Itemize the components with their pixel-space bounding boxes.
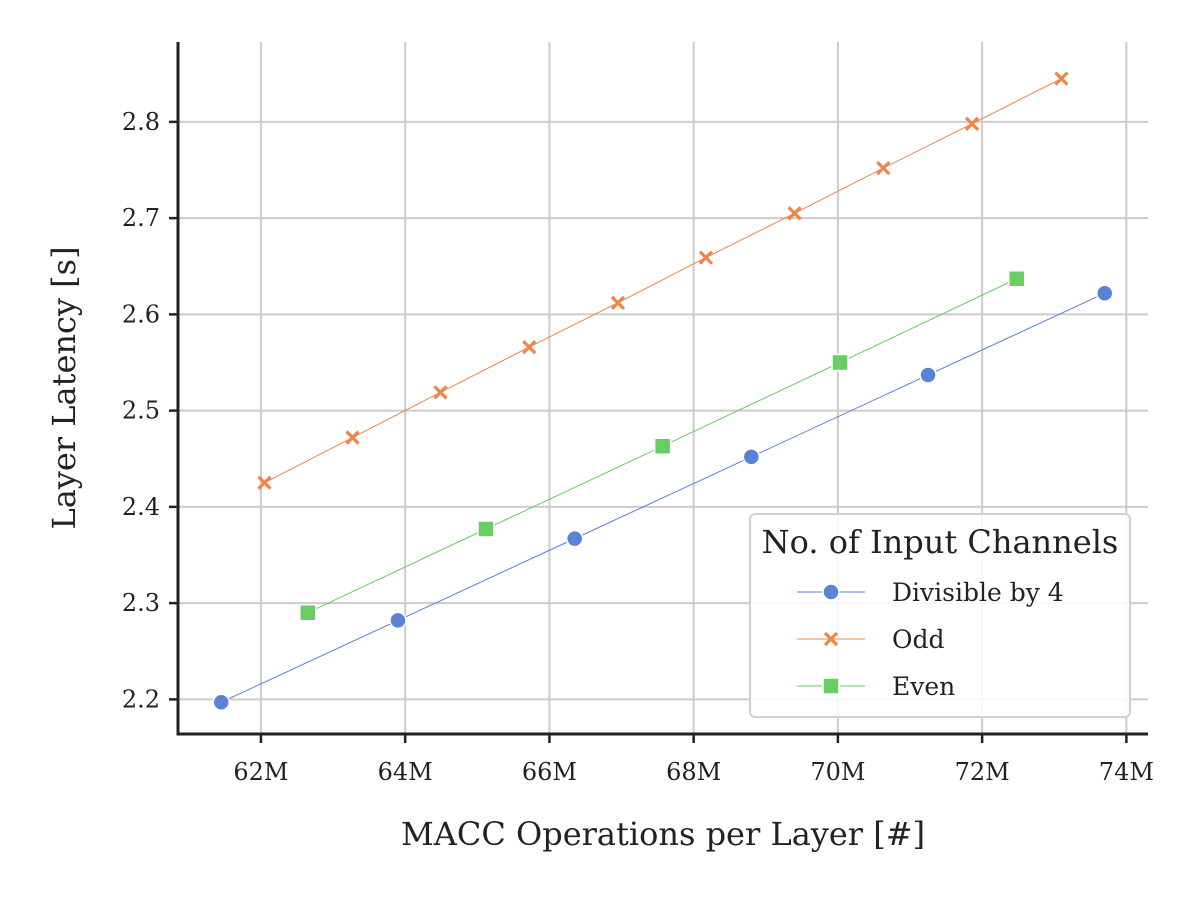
data-point-odd	[964, 116, 980, 131]
data-point-odd	[698, 250, 714, 265]
x-tick-label: 64M	[378, 758, 433, 786]
data-point-odd	[345, 430, 360, 445]
data-point-divisible-by-4	[565, 529, 584, 548]
series-even	[299, 270, 1026, 622]
y-tick-label: 2.4	[122, 493, 160, 521]
data-point-odd	[1054, 71, 1069, 86]
y-tick-label: 2.5	[122, 397, 160, 425]
legend-marker	[822, 583, 840, 601]
legend-title: No. of Input Channels	[762, 523, 1119, 561]
series-line-odd	[264, 78, 1062, 484]
x-tick-label: 66M	[522, 758, 577, 786]
series-odd	[257, 71, 1069, 490]
legend-item-divisible-by-4: Divisible by 4	[797, 578, 1064, 607]
series-line-divisible-by-4	[221, 292, 1105, 703]
y-axis-title: Layer Latency [s]	[45, 246, 83, 529]
data-point-divisible-by-4	[389, 611, 407, 630]
data-point-even	[1007, 270, 1026, 288]
data-point-even	[653, 437, 672, 455]
x-axis-title: MACC Operations per Layer [#]	[401, 815, 925, 853]
data-point-odd	[787, 206, 802, 221]
legend-frame	[749, 513, 1131, 718]
data-point-odd	[876, 160, 891, 176]
x-tick-label: 70M	[810, 758, 865, 786]
x-tick-label: 62M	[233, 758, 288, 786]
y-tick-label: 2.2	[122, 685, 160, 713]
data-point-even	[477, 520, 495, 538]
x-tick-label: 72M	[955, 758, 1010, 786]
data-point-odd	[522, 339, 537, 355]
data-point-even	[831, 353, 849, 372]
grid-lines	[178, 42, 1148, 734]
x-tick-label: 68M	[666, 758, 721, 786]
series-area	[212, 71, 1114, 711]
legend-label: Even	[892, 672, 955, 701]
series-divisible-by-4	[212, 284, 1114, 711]
x-tick-label: 74M	[1099, 758, 1154, 786]
data-point-odd	[433, 385, 448, 400]
legend-label: Divisible by 4	[892, 578, 1064, 607]
legend-marker	[823, 631, 839, 647]
data-point-odd	[610, 295, 626, 310]
data-point-divisible-by-4	[742, 448, 761, 466]
data-point-odd	[257, 475, 272, 490]
data-point-divisible-by-4	[1095, 284, 1114, 302]
data-point-divisible-by-4	[212, 693, 231, 711]
legend-marker	[822, 677, 840, 695]
legend-item-odd: Odd	[797, 625, 945, 654]
y-tick-label: 2.3	[122, 589, 160, 617]
data-point-even	[299, 603, 317, 622]
y-tick-label: 2.6	[122, 300, 160, 328]
y-tick-label: 2.7	[122, 204, 160, 232]
legend: No. of Input Channels Divisible by 4 Odd E…	[749, 513, 1131, 718]
legend-item-even: Even	[797, 672, 955, 701]
legend-items: Divisible by 4 Odd Even	[797, 578, 1064, 701]
axes: 62M 64M 66M 68M 70M 72M 74M 2.2 2.3 2.4 2.5 2.6 2.7 2…	[122, 42, 1154, 786]
legend-label: Odd	[892, 625, 945, 654]
data-point-divisible-by-4	[919, 366, 937, 384]
y-tick-label: 2.8	[122, 108, 160, 136]
